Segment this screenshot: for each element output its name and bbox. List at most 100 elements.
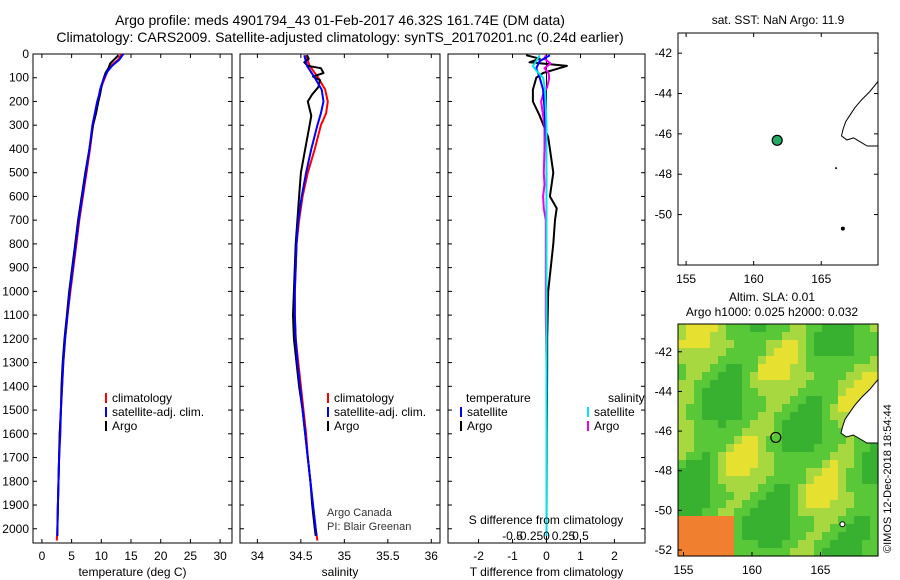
sla-cell bbox=[742, 340, 751, 349]
sla-cell bbox=[702, 476, 711, 485]
sla-cell bbox=[726, 532, 735, 541]
sla-cell bbox=[838, 548, 847, 557]
sla-cell bbox=[806, 428, 815, 437]
sla-cell bbox=[686, 380, 695, 389]
sla-cell bbox=[742, 420, 751, 429]
sla-cell bbox=[718, 324, 727, 333]
sla-cell bbox=[798, 396, 807, 405]
sla-cell bbox=[702, 460, 711, 469]
sla-cell bbox=[830, 348, 839, 357]
sla-cell bbox=[678, 348, 687, 357]
sla-cell bbox=[702, 452, 711, 461]
sla-cell bbox=[782, 444, 791, 453]
sla-cell bbox=[814, 540, 823, 549]
sla-cell bbox=[790, 516, 799, 525]
sla-cell bbox=[790, 436, 799, 445]
y-tick-label: 1600 bbox=[2, 427, 29, 441]
sla-cell bbox=[822, 468, 831, 477]
sla-cell bbox=[782, 420, 791, 429]
sla-heatmap-field bbox=[678, 324, 879, 557]
sla-cell bbox=[718, 548, 727, 557]
y-tick-label: 1900 bbox=[2, 498, 29, 512]
sla-cell bbox=[790, 540, 799, 549]
sla-cell bbox=[710, 460, 719, 469]
sla-cell bbox=[694, 540, 703, 549]
sla-cell bbox=[854, 508, 863, 517]
sla-cell bbox=[854, 356, 863, 365]
annotation-pi: PI: Blair Greenan bbox=[327, 521, 411, 533]
sla-cell bbox=[798, 388, 807, 397]
sla-cell bbox=[766, 428, 775, 437]
sla-cell bbox=[718, 484, 727, 493]
sla-cell bbox=[790, 396, 799, 405]
sla-cell bbox=[734, 428, 743, 437]
sla-cell bbox=[710, 348, 719, 357]
sst-lat-label: -48 bbox=[655, 167, 673, 181]
sla-cell bbox=[862, 356, 871, 365]
sla-cell bbox=[766, 476, 775, 485]
sla-cell bbox=[854, 444, 863, 453]
sla-cell bbox=[830, 404, 839, 413]
sla-cell bbox=[774, 468, 783, 477]
sla-cell bbox=[774, 356, 783, 365]
sla-cell bbox=[766, 532, 775, 541]
sla-cell bbox=[774, 524, 783, 533]
x-tick-label: 0 bbox=[543, 549, 550, 563]
sla-cell bbox=[790, 420, 799, 429]
sla-cell bbox=[782, 364, 791, 373]
sla-cell bbox=[822, 396, 831, 405]
x-tick-label: 20 bbox=[154, 549, 168, 563]
sla-cell bbox=[718, 348, 727, 357]
sla-cell bbox=[838, 476, 847, 485]
sla-cell bbox=[806, 540, 815, 549]
sla-cell bbox=[734, 540, 743, 549]
sst-lat-label: -42 bbox=[655, 46, 673, 60]
sla-cell bbox=[862, 452, 871, 461]
sla-cell bbox=[710, 500, 719, 509]
sla-cell bbox=[718, 460, 727, 469]
sla-cell bbox=[782, 532, 791, 541]
sla-cell bbox=[798, 460, 807, 469]
sla-cell bbox=[694, 508, 703, 517]
sla-cell bbox=[806, 516, 815, 525]
sla-cell bbox=[806, 476, 815, 485]
sla-cell bbox=[846, 516, 855, 525]
sla-cell bbox=[702, 332, 711, 341]
sla-cell bbox=[782, 388, 791, 397]
sla-cell bbox=[678, 484, 687, 493]
sla-cell bbox=[750, 468, 759, 477]
sla-cell bbox=[742, 356, 751, 365]
sla-cell bbox=[790, 412, 799, 421]
sla-cell bbox=[750, 388, 759, 397]
sla-cell bbox=[750, 484, 759, 493]
sla-cell bbox=[742, 396, 751, 405]
y-tick-label: 2000 bbox=[2, 522, 29, 536]
sst-map-title: sat. SST: NaN Argo: 11.9 bbox=[712, 13, 845, 27]
sla-cell bbox=[734, 364, 743, 373]
diff-legend-header-temperature: temperature bbox=[466, 391, 531, 405]
sla-cell bbox=[862, 500, 871, 509]
sla-cell bbox=[718, 420, 727, 429]
sla-cell bbox=[806, 372, 815, 381]
sla-cell bbox=[822, 436, 831, 445]
sla-cell bbox=[734, 420, 743, 429]
sla-cell bbox=[854, 348, 863, 357]
sla-cell bbox=[846, 324, 855, 333]
sla-cell bbox=[782, 412, 791, 421]
sla-cell bbox=[854, 396, 863, 405]
sla-cell bbox=[814, 324, 823, 333]
sla-cell bbox=[686, 364, 695, 373]
sla-cell bbox=[766, 364, 775, 373]
sla-cell bbox=[806, 340, 815, 349]
x-axis-label: T difference from climatology bbox=[470, 565, 624, 579]
sla-cell bbox=[726, 492, 735, 501]
y-tick-label: 700 bbox=[9, 213, 29, 227]
y-tick-label: 400 bbox=[9, 142, 29, 156]
sla-cell bbox=[758, 444, 767, 453]
sla-cell bbox=[702, 500, 711, 509]
sla-cell bbox=[870, 476, 879, 485]
sla-cell bbox=[710, 508, 719, 517]
sla-cell bbox=[766, 356, 775, 365]
sla-cell bbox=[750, 532, 759, 541]
sla-cell bbox=[750, 524, 759, 533]
